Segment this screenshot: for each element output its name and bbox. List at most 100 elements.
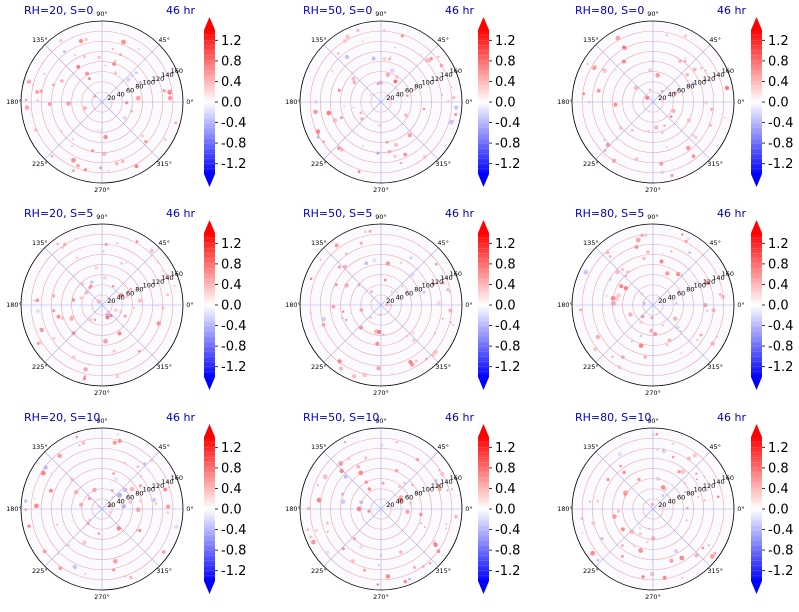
radial-tick-label: 100 xyxy=(694,79,706,87)
field-speckle xyxy=(685,145,691,151)
field-speckle xyxy=(116,526,122,531)
angle-tick-label: 0° xyxy=(186,98,193,106)
field-speckle xyxy=(135,240,139,244)
field-speckle xyxy=(616,293,621,298)
colorbar-extend-max xyxy=(478,17,489,30)
field-speckle xyxy=(615,270,620,275)
colorbar-extend-min xyxy=(204,581,215,594)
field-speckle xyxy=(707,112,710,115)
panel-time-label: 46 hr xyxy=(717,207,746,220)
field-speckle xyxy=(407,133,412,138)
field-speckle xyxy=(135,95,141,101)
radial-tick-label: 140 xyxy=(161,274,173,282)
field-speckle xyxy=(414,359,418,363)
angular-gridline xyxy=(323,304,382,363)
field-speckle xyxy=(156,321,161,326)
field-speckle xyxy=(704,101,708,105)
field-speckle xyxy=(139,484,142,487)
field-speckle xyxy=(134,164,139,169)
colorbar-tick-label: 1.2 xyxy=(221,34,242,49)
field-speckle xyxy=(412,338,416,342)
field-speckle xyxy=(82,540,87,545)
angle-tick-label: 0° xyxy=(465,301,472,309)
field-speckle xyxy=(114,59,117,62)
field-speckle xyxy=(683,34,688,38)
field-speckle xyxy=(138,529,142,532)
field-speckle xyxy=(693,67,697,72)
field-speckle xyxy=(309,535,313,539)
field-speckle xyxy=(725,86,730,91)
angle-tick-label: 45° xyxy=(709,443,721,451)
angular-gridline xyxy=(380,247,439,306)
field-speckle xyxy=(655,433,659,436)
colorbar-extend-max xyxy=(751,17,762,30)
field-speckle xyxy=(403,152,408,157)
field-speckle xyxy=(57,453,62,458)
colorbar-tick-label: -0.8 xyxy=(768,137,793,152)
field-speckle xyxy=(89,284,93,288)
radial-tick-label: 80 xyxy=(686,490,694,498)
field-speckle xyxy=(117,331,122,336)
field-speckle xyxy=(619,284,624,289)
panel-time-label: 46 hr xyxy=(166,207,195,220)
field-speckle xyxy=(162,89,166,93)
field-speckle xyxy=(620,267,625,272)
polar-panel: 0°45°90°135°180°225°270°315°20 40 60 80 1001… xyxy=(6,4,195,194)
field-speckle xyxy=(394,143,398,147)
field-speckle xyxy=(340,499,346,505)
radial-tick-label: 80 xyxy=(686,83,694,91)
field-speckle xyxy=(326,522,329,525)
radial-tick-label: 40 xyxy=(117,90,125,98)
panel-title: RH=80, S=5 xyxy=(575,207,644,220)
field-speckle xyxy=(701,546,705,550)
field-speckle xyxy=(151,497,157,502)
field-speckle xyxy=(344,441,347,444)
radial-tick-label: 40 xyxy=(396,497,404,505)
field-speckle xyxy=(50,154,54,158)
field-speckle xyxy=(63,50,66,53)
field-speckle xyxy=(709,554,715,559)
field-speckle xyxy=(621,544,624,547)
field-speckle xyxy=(345,318,348,322)
field-speckle xyxy=(695,478,698,481)
field-speckle xyxy=(376,82,380,86)
colorbar: 1.2 0.8 0.4 0.0 -0.4 -0.8 -1.2 xyxy=(478,220,520,390)
field-speckle xyxy=(322,140,326,144)
field-speckle xyxy=(343,105,346,108)
field-speckle xyxy=(661,235,664,237)
angle-tick-label: 315° xyxy=(435,160,451,168)
field-speckle xyxy=(692,452,698,458)
colorbar-tick-label: 0.4 xyxy=(768,278,789,293)
field-speckle xyxy=(613,102,618,107)
radial-tick-label: 60 xyxy=(677,493,685,501)
radial-tick-label: 40 xyxy=(117,293,125,301)
field-speckle xyxy=(114,71,117,75)
field-speckle xyxy=(660,485,666,490)
field-speckle xyxy=(372,258,377,263)
field-speckle xyxy=(681,233,684,236)
field-speckle xyxy=(673,316,678,321)
field-speckle xyxy=(114,477,119,482)
colorbar-extend-min xyxy=(751,377,762,390)
field-speckle xyxy=(170,71,174,75)
field-speckle xyxy=(51,294,56,298)
field-speckle xyxy=(56,242,59,246)
field-speckle xyxy=(125,262,127,264)
field-speckle xyxy=(649,571,655,577)
angular-gridline xyxy=(323,451,382,510)
colorbar-tick-label: -0.4 xyxy=(495,116,520,131)
field-speckle xyxy=(633,545,636,548)
colorbar-extend-max xyxy=(204,220,215,233)
field-speckle xyxy=(71,138,74,141)
angle-tick-label: 0° xyxy=(465,98,472,106)
field-speckle xyxy=(595,334,600,340)
radial-tick-label: 60 xyxy=(677,289,685,297)
radial-tick-label: 100 xyxy=(143,282,155,290)
field-speckle xyxy=(429,60,431,63)
field-speckle xyxy=(406,94,409,97)
field-speckle xyxy=(635,237,641,243)
field-speckle xyxy=(661,449,667,454)
angle-tick-label: 0° xyxy=(737,301,744,309)
field-speckle xyxy=(56,314,61,319)
field-speckle xyxy=(103,275,107,280)
